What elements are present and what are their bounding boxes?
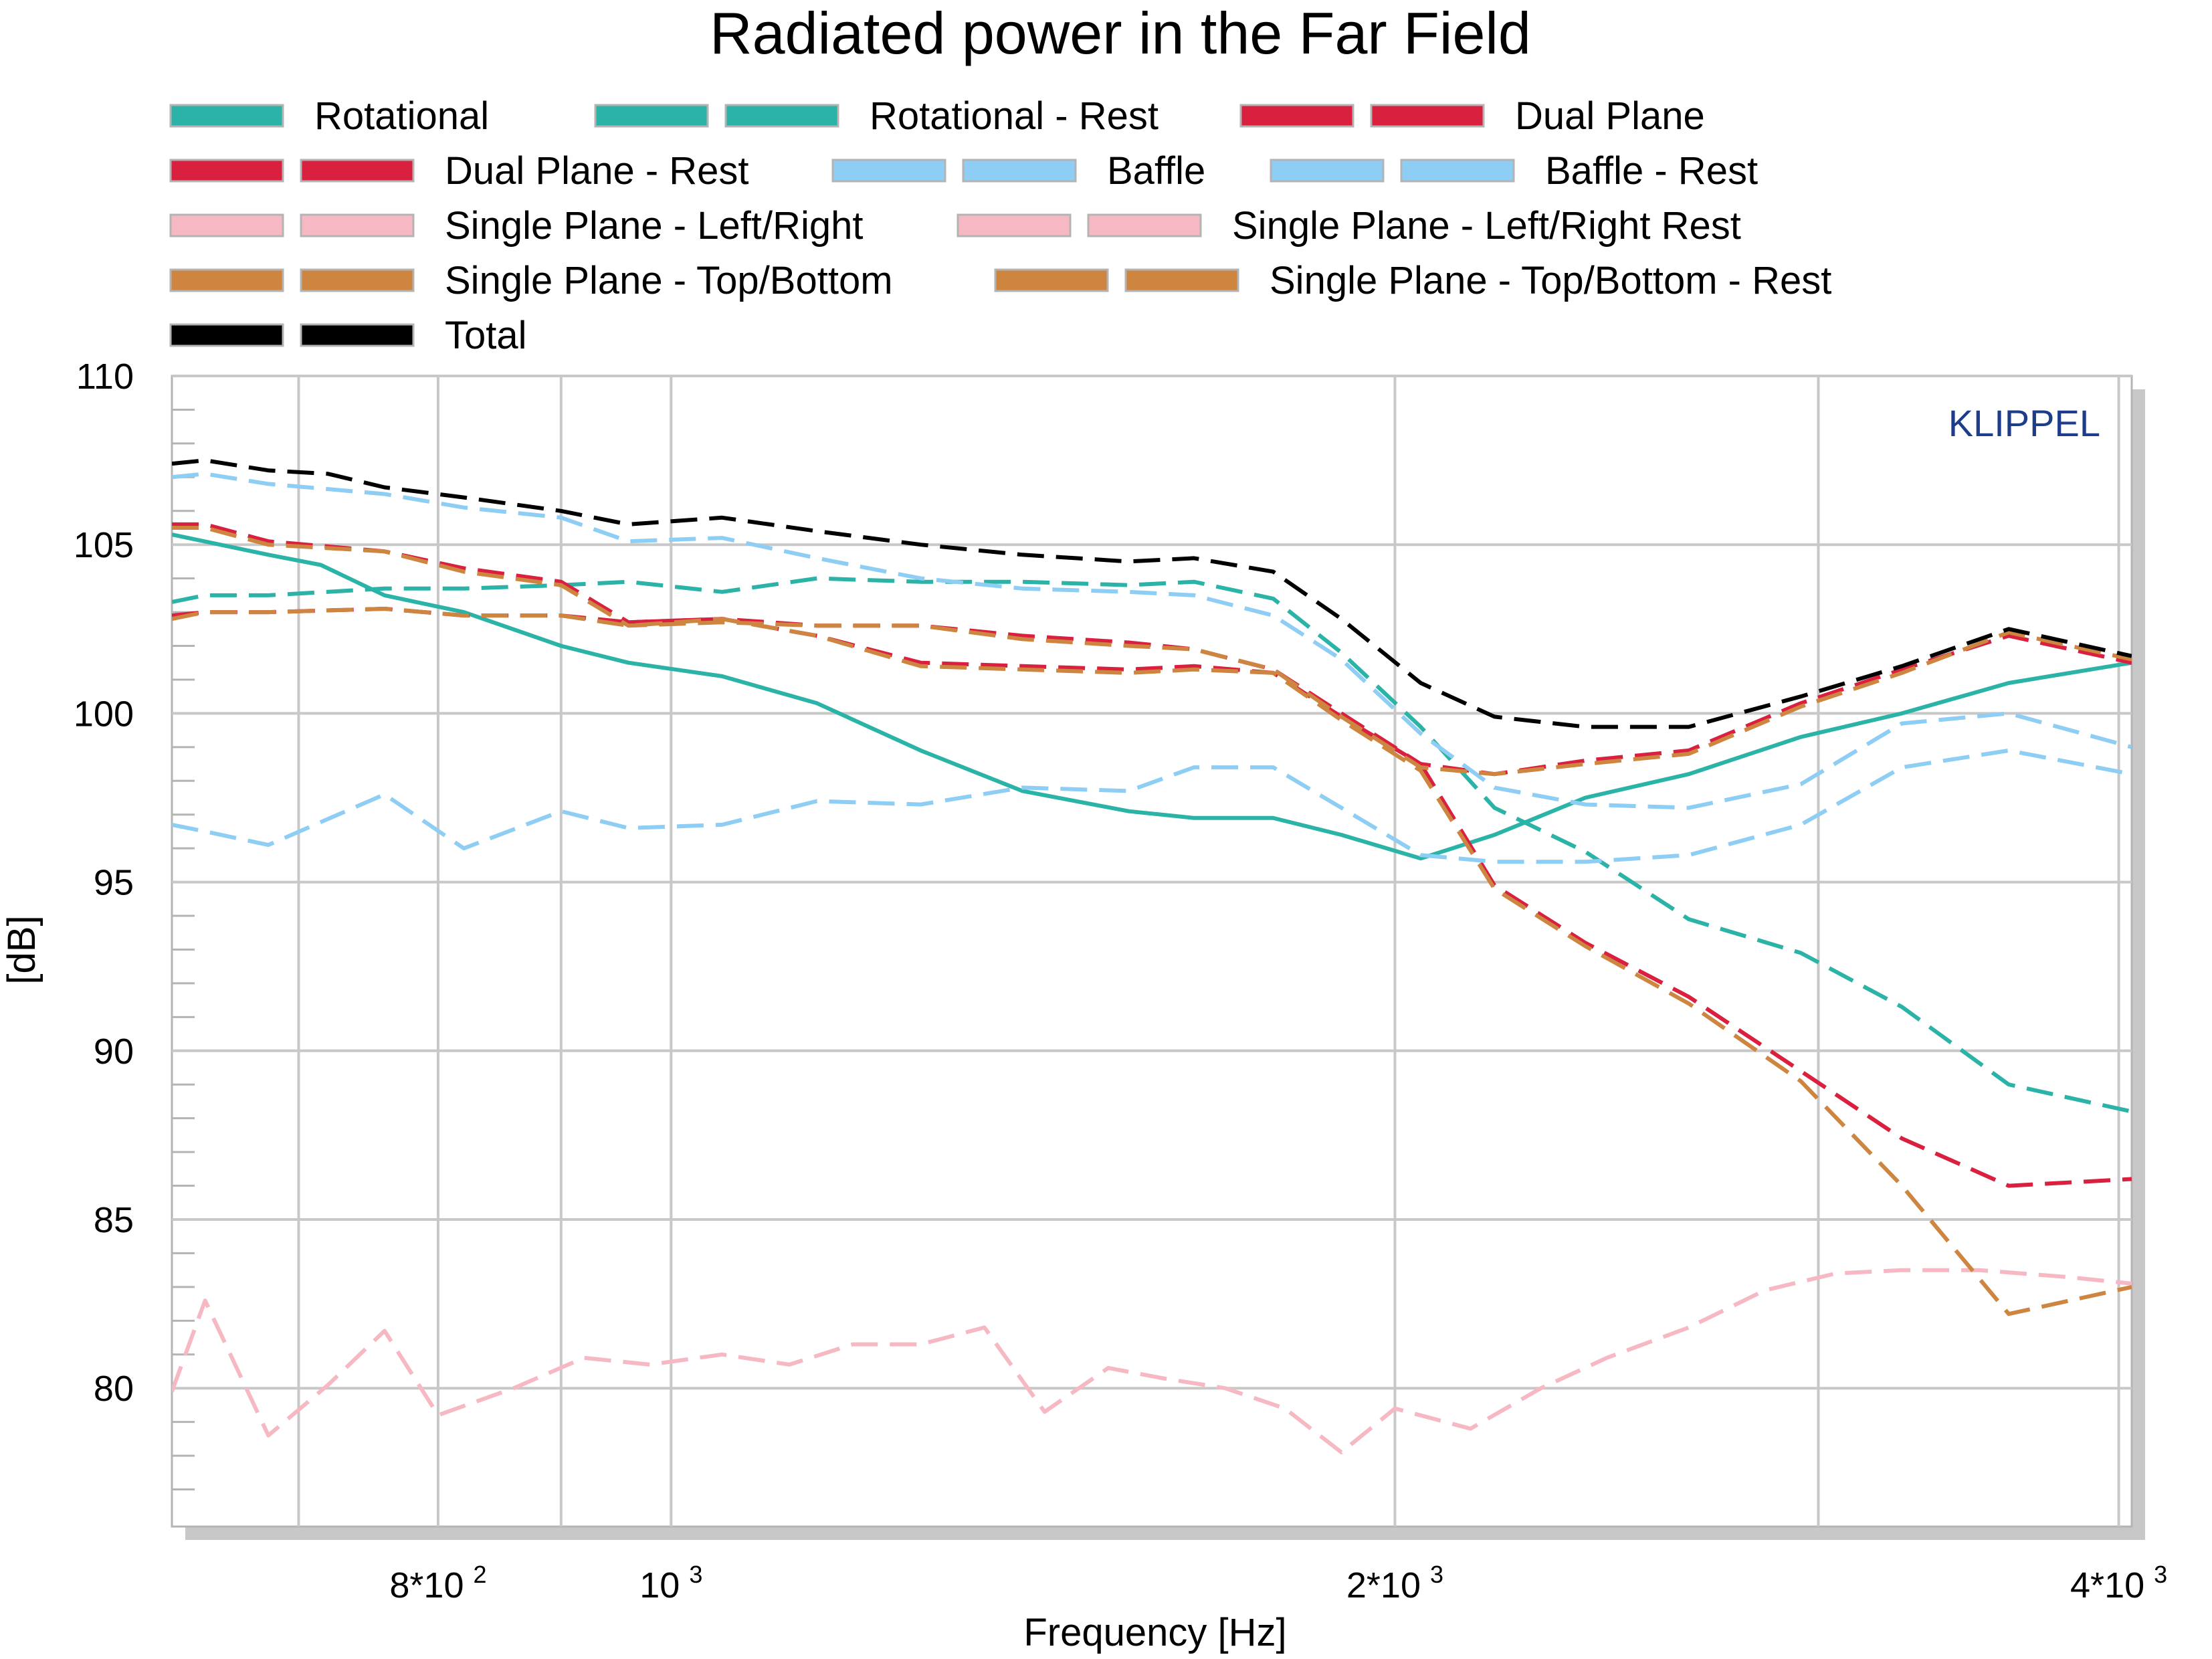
- legend-label-2: Dual Plane: [1515, 94, 1705, 138]
- legend-label-10: Total: [445, 314, 527, 357]
- legend-swatch-5: [1400, 159, 1515, 183]
- legend-swatch-1: [594, 104, 709, 128]
- series-line-3: [172, 522, 2132, 777]
- legend-swatch-6: [169, 213, 284, 237]
- legend-swatch-8: [300, 268, 415, 292]
- y-tick-label-1: 105: [74, 525, 134, 565]
- legend-swatch-2: [1370, 104, 1485, 128]
- y-axis-label: [dB]: [0, 915, 43, 984]
- legend-swatch-0: [169, 104, 284, 128]
- legend-swatch-4: [962, 159, 1077, 183]
- legend-swatch-1: [724, 104, 839, 128]
- series-line-4: [172, 748, 2132, 864]
- x-tick-label-0: 8*10 2: [389, 1561, 486, 1605]
- legend-swatch-2: [1239, 104, 1354, 128]
- y-tick-label-5: 85: [94, 1200, 134, 1240]
- series-line-6: [172, 1268, 2132, 1454]
- series-line-2: [172, 607, 2132, 1188]
- series-line-0: [172, 532, 2132, 861]
- x-tick-label-2: 2*10 3: [1346, 1561, 1443, 1605]
- grid: [172, 375, 2132, 1527]
- legend-label-1: Rotational - Rest: [870, 94, 1159, 138]
- legend-label-9: Single Plane - Top/Bottom - Rest: [1270, 259, 1831, 302]
- y-tick-label-4: 90: [94, 1032, 134, 1072]
- legend-swatch-4: [831, 159, 946, 183]
- legend-swatch-5: [1270, 159, 1385, 183]
- legend-label-6: Single Plane - Left/Right: [445, 204, 863, 248]
- legend-swatch-9: [1124, 268, 1239, 292]
- legend-swatch-7: [957, 213, 1072, 237]
- series-line-5: [172, 472, 2132, 810]
- brand-label: KLIPPEL: [1948, 402, 2100, 444]
- y-axis: 110 105 100 95 90 85 80: [74, 357, 134, 1409]
- legend-swatch-10: [169, 323, 284, 347]
- plot-area: [171, 375, 2133, 1528]
- series-line-10: [172, 458, 2132, 729]
- legend-swatch-3: [169, 159, 284, 183]
- y-tick-label-0: 110: [76, 357, 134, 397]
- legend-label-5: Baffle - Rest: [1545, 149, 1758, 193]
- legend-label-7: Single Plane - Left/Right Rest: [1232, 204, 1741, 248]
- legend-swatch-7: [1087, 213, 1202, 237]
- series-line-9: [172, 526, 2132, 777]
- legend-swatch-8: [169, 268, 284, 292]
- x-tick-label-1: 10 3: [639, 1561, 702, 1605]
- y-tick-label-3: 95: [94, 863, 134, 903]
- y-tick-label-6: 80: [94, 1369, 134, 1409]
- legend-label-0: Rotational: [314, 94, 489, 138]
- x-tick-label-3: 4*10 3: [2070, 1561, 2167, 1605]
- legend-label-3: Dual Plane - Rest: [445, 149, 749, 193]
- x-axis: 8*10 2 10 3 2*10 3 4*10 3: [389, 1561, 2167, 1605]
- legend-swatch-3: [300, 159, 415, 183]
- legend-label-4: Baffle: [1107, 149, 1205, 193]
- legend-swatch-10: [300, 323, 415, 347]
- legend-swatch-6: [300, 213, 415, 237]
- series-layer: [172, 458, 2132, 1454]
- series-line-1: [172, 576, 2132, 1114]
- chart-title: Radiated power in the Far Field: [710, 0, 1531, 66]
- legend: Rotational Rotational - Rest Dual Plane Dua…: [169, 94, 1831, 357]
- legend-label-8: Single Plane - Top/Bottom: [445, 259, 893, 302]
- y-tick-label-2: 100: [74, 694, 134, 734]
- x-axis-label: Frequency [Hz]: [1023, 1611, 1286, 1654]
- legend-swatch-9: [994, 268, 1109, 292]
